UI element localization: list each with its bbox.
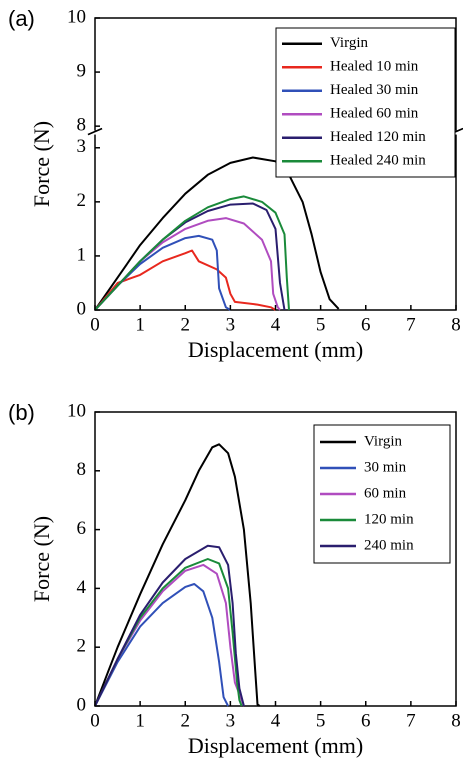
legend-label: Healed 30 min [330, 82, 419, 98]
y-tick-label: 0 [77, 298, 87, 319]
x-tick-label: 4 [271, 710, 281, 731]
y-tick-label: 3 [77, 136, 87, 157]
y-tick-label: 10 [67, 6, 86, 27]
x-axis-label: Displacement (mm) [188, 733, 363, 758]
series-line [94, 443, 261, 707]
legend-label: 120 min [364, 511, 414, 527]
x-tick-label: 3 [226, 710, 236, 731]
x-tick-label: 1 [135, 710, 145, 731]
x-axis-label: Displacement (mm) [188, 337, 363, 362]
series-line [94, 156, 340, 311]
series-line [94, 563, 245, 707]
x-tick-label: 2 [181, 710, 191, 731]
x-tick-label: 7 [406, 710, 416, 731]
y-tick-label: 8 [77, 115, 87, 136]
legend-box [275, 27, 456, 178]
x-tick-label: 7 [406, 314, 416, 335]
x-tick-label: 8 [451, 710, 461, 731]
legend-label: 240 min [364, 537, 414, 553]
legend-label: Healed 10 min [330, 59, 419, 75]
series-line [94, 558, 243, 707]
x-tick-label: 0 [90, 710, 100, 731]
y-tick-label: 2 [77, 636, 87, 657]
y-tick-label: 9 [77, 60, 87, 81]
legend: Virgin Healed 10 min Healed 30 min Healed 6… [275, 27, 456, 178]
y-tick-label: 2 [77, 190, 87, 211]
x-tick-label: 1 [135, 314, 145, 335]
series-line [94, 544, 245, 707]
axis-break-mark [87, 127, 103, 136]
y-tick-label: 8 [77, 459, 87, 480]
y-tick-label: 4 [77, 577, 87, 598]
panel-label: (a) [8, 6, 35, 31]
legend-label: 30 min [364, 459, 407, 475]
legend-label: Healed 120 min [330, 129, 426, 145]
x-tick-label: 0 [90, 314, 100, 335]
x-tick-label: 8 [451, 314, 461, 335]
panel: (b) 0 1 2 3 4 5 6 7 8 0 2 4 6 8 10 Displacement (mm) Forc… [8, 400, 461, 758]
legend-label: Healed 240 min [330, 153, 426, 169]
x-tick-label: 2 [181, 314, 191, 335]
legend-label: Virgin [330, 35, 368, 51]
series-line [94, 234, 231, 311]
series-line [94, 583, 229, 707]
axis-break-gap [87, 130, 103, 135]
y-tick-label: 1 [77, 244, 87, 265]
series-line [94, 217, 281, 311]
x-tick-label: 6 [361, 314, 371, 335]
series-line [94, 202, 286, 311]
x-tick-label: 5 [316, 710, 326, 731]
y-tick-label: 0 [77, 694, 87, 715]
y-tick-label: 6 [77, 518, 87, 539]
x-tick-label: 6 [361, 710, 371, 731]
y-axis-label: Force (N) [29, 516, 54, 602]
x-tick-label: 3 [226, 314, 236, 335]
y-tick-label: 10 [67, 400, 86, 421]
legend: Virgin 30 min 60 min 120 min 240 min [313, 424, 451, 564]
x-tick-label: 4 [271, 314, 281, 335]
legend-label: 60 min [364, 485, 407, 501]
series-line [94, 249, 277, 311]
series-line [94, 195, 290, 311]
x-tick-label: 5 [316, 314, 326, 335]
y-axis-label: Force (N) [29, 121, 54, 207]
legend-label: Virgin [364, 433, 402, 449]
legend-label: Healed 60 min [330, 106, 419, 122]
panel-label: (b) [8, 400, 35, 425]
